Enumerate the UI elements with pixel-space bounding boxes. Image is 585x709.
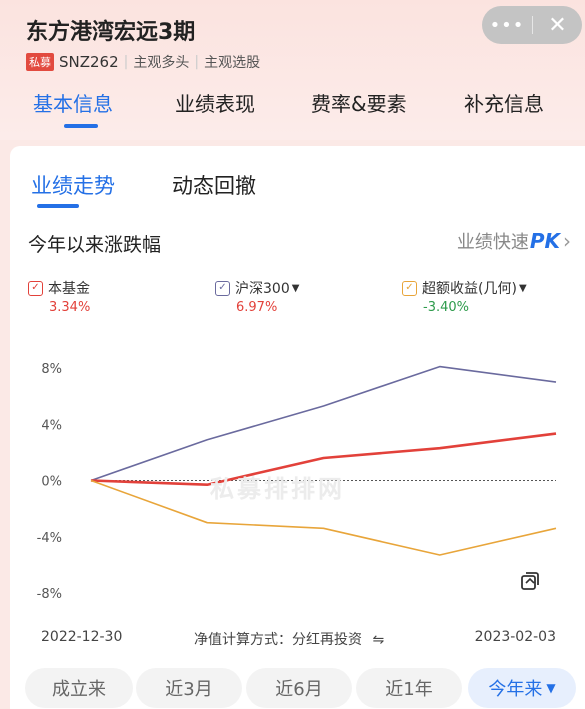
range-3m[interactable]: 近3月 xyxy=(136,668,242,708)
performance-card: 业绩走势 动态回撤 今年以来涨跌幅 业绩快速 PK › ✓ 本基金 3.34% … xyxy=(10,146,585,709)
top-tabs: 基本信息 业绩表现 费率&要素 补充信息 xyxy=(0,88,585,128)
range-1y[interactable]: 近1年 xyxy=(356,668,462,708)
dropdown-caret-icon: ▼ xyxy=(518,282,527,294)
more-icon[interactable]: ••• xyxy=(489,14,525,36)
strategy-tag: 主观多头 xyxy=(133,55,190,71)
close-icon[interactable]: ✕ xyxy=(548,12,567,38)
subtab-drawdown[interactable]: 动态回撤 xyxy=(172,174,256,198)
range-ytd-label: 今年来 xyxy=(488,679,543,700)
legend-fund[interactable]: ✓ 本基金 3.34% xyxy=(28,278,90,315)
fund-meta: 私募 SNZ262 | 主观多头 | 主观选股 xyxy=(26,52,260,72)
legend-excess[interactable]: ✓ 超额收益(几何) ▼ -3.40% xyxy=(402,278,527,315)
fullscreen-icon[interactable] xyxy=(520,571,540,591)
checkbox-checked-icon: ✓ xyxy=(215,280,230,296)
calc-method[interactable]: 净值计算方式：分红再投资 ⇋ xyxy=(194,629,384,649)
range-since-inception[interactable]: 成立来 xyxy=(25,668,133,708)
tab-fees[interactable]: 费率&要素 xyxy=(311,92,407,116)
pk-label: PK xyxy=(529,229,560,253)
fund-code: SNZ262 xyxy=(59,53,119,71)
y-tick-label: 0% xyxy=(41,475,62,490)
capsule-divider xyxy=(532,16,533,34)
active-subtab-indicator xyxy=(37,204,79,208)
header: 东方港湾宏远3期 ••• ✕ 私募 SNZ262 | 主观多头 | 主观选股 基… xyxy=(0,0,585,140)
section-title: 今年以来涨跌幅 xyxy=(28,234,162,256)
legend-hs300[interactable]: ✓ 沪深300 ▼ 6.97% xyxy=(215,278,299,315)
pk-link[interactable]: 业绩快速 PK › xyxy=(457,228,571,254)
checkbox-checked-icon: ✓ xyxy=(28,280,43,296)
series-line xyxy=(90,432,557,487)
dropdown-caret-icon: ▼ xyxy=(291,282,300,294)
dropdown-caret-icon: ▼ xyxy=(546,681,556,695)
x-end-label: 2023-02-03 xyxy=(474,629,556,645)
fund-title: 东方港湾宏远3期 xyxy=(26,20,196,45)
subtab-trend[interactable]: 业绩走势 xyxy=(31,174,115,198)
x-start-label: 2022-12-30 xyxy=(41,629,123,645)
legend-value: -3.40% xyxy=(423,300,469,315)
private-badge: 私募 xyxy=(26,53,54,71)
tab-supplement[interactable]: 补充信息 xyxy=(464,92,544,116)
legend-label: 超额收益(几何) xyxy=(422,281,517,297)
switch-icon: ⇋ xyxy=(372,632,385,648)
legend-value: 6.97% xyxy=(236,300,278,315)
series-line xyxy=(90,365,557,482)
x-axis-row: 2022-12-30 净值计算方式：分红再投资 ⇋ 2023-02-03 xyxy=(10,629,585,649)
divider: | xyxy=(194,54,200,70)
y-tick-label: 4% xyxy=(41,418,62,433)
active-tab-indicator xyxy=(64,124,98,128)
range-6m[interactable]: 近6月 xyxy=(246,668,352,708)
legend-label: 本基金 xyxy=(48,281,90,297)
chevron-right-icon: › xyxy=(563,229,571,253)
calc-method-label: 净值计算方式：分红再投资 xyxy=(194,632,362,648)
tab-performance[interactable]: 业绩表现 xyxy=(175,92,255,116)
range-ytd[interactable]: 今年来 ▼ xyxy=(468,668,576,708)
watermark: 私募排排网 xyxy=(210,475,345,503)
pk-link-label: 业绩快速 xyxy=(456,232,529,253)
series-line xyxy=(90,479,557,556)
performance-chart[interactable]: 8% 4% 0% -4% -8% xyxy=(10,346,585,616)
y-tick-label: -4% xyxy=(37,531,62,546)
y-tick-label: -8% xyxy=(37,587,62,602)
divider: | xyxy=(123,54,129,70)
legend-value: 3.34% xyxy=(49,300,91,315)
checkbox-checked-icon: ✓ xyxy=(402,280,417,296)
tab-basic-info[interactable]: 基本信息 xyxy=(33,92,113,116)
y-tick-label: 8% xyxy=(41,362,62,377)
mini-program-capsule: ••• ✕ xyxy=(482,6,582,44)
legend-label: 沪深300 xyxy=(235,281,290,297)
strategy-tag: 主观选股 xyxy=(204,55,261,71)
